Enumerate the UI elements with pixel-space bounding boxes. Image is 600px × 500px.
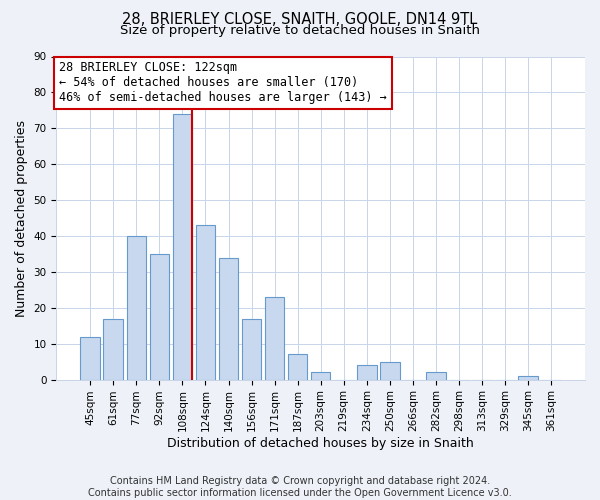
- Bar: [242, 318, 262, 380]
- Bar: [357, 365, 377, 380]
- Text: 28, BRIERLEY CLOSE, SNAITH, GOOLE, DN14 9TL: 28, BRIERLEY CLOSE, SNAITH, GOOLE, DN14 …: [122, 12, 478, 28]
- X-axis label: Distribution of detached houses by size in Snaith: Distribution of detached houses by size …: [167, 437, 474, 450]
- Bar: [219, 258, 238, 380]
- Bar: [311, 372, 331, 380]
- Text: Contains HM Land Registry data © Crown copyright and database right 2024.
Contai: Contains HM Land Registry data © Crown c…: [88, 476, 512, 498]
- Bar: [380, 362, 400, 380]
- Bar: [80, 336, 100, 380]
- Bar: [265, 297, 284, 380]
- Bar: [149, 254, 169, 380]
- Bar: [127, 236, 146, 380]
- Bar: [518, 376, 538, 380]
- Bar: [288, 354, 307, 380]
- Y-axis label: Number of detached properties: Number of detached properties: [15, 120, 28, 316]
- Bar: [103, 318, 123, 380]
- Bar: [426, 372, 446, 380]
- Text: 28 BRIERLEY CLOSE: 122sqm
← 54% of detached houses are smaller (170)
46% of semi: 28 BRIERLEY CLOSE: 122sqm ← 54% of detac…: [59, 62, 387, 104]
- Bar: [173, 114, 192, 380]
- Text: Size of property relative to detached houses in Snaith: Size of property relative to detached ho…: [120, 24, 480, 37]
- Bar: [196, 225, 215, 380]
